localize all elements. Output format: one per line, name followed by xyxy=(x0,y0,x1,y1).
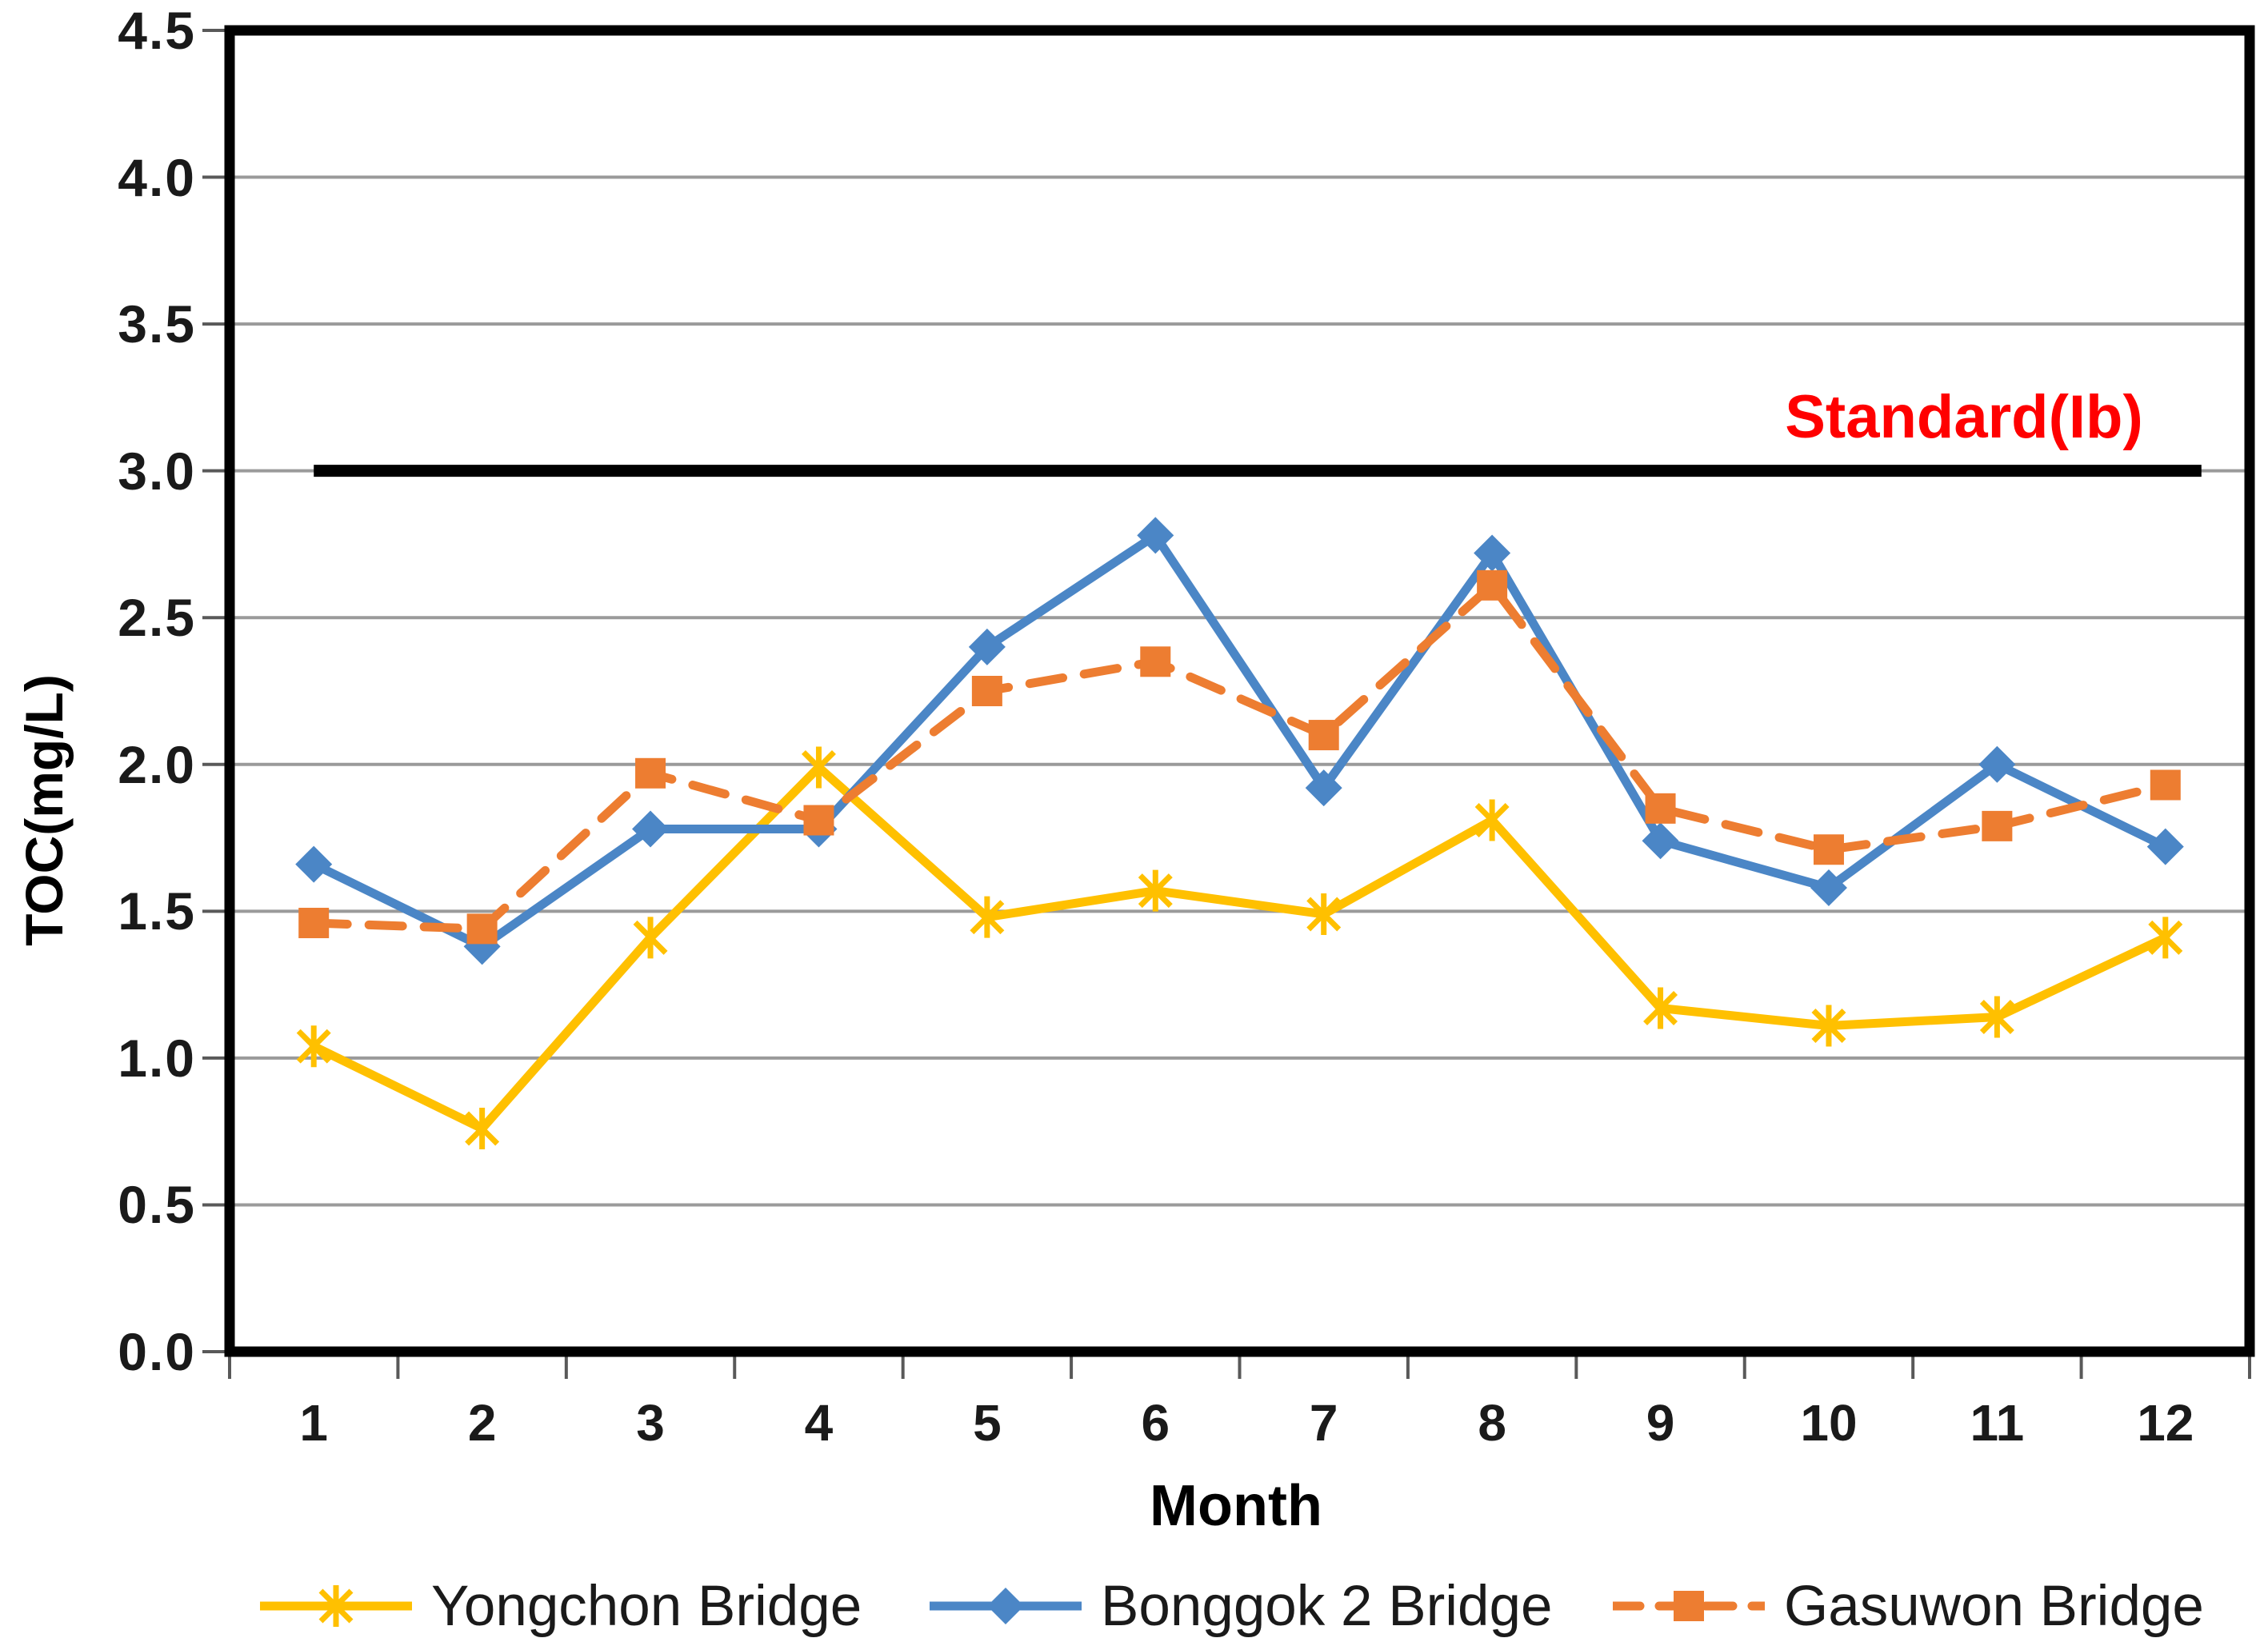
data-point-marker xyxy=(1140,646,1171,677)
y-tick-label: 1.0 xyxy=(118,1028,196,1088)
data-point-marker xyxy=(1477,569,1508,601)
data-point-marker xyxy=(1811,1005,1846,1047)
x-tick-label: 5 xyxy=(973,1394,1002,1452)
data-point-marker xyxy=(1137,517,1174,554)
data-point-marker xyxy=(1645,793,1676,824)
x-tick-label: 2 xyxy=(467,1394,497,1452)
series-line-yongchon-bridge xyxy=(309,762,2170,1133)
legend-item-gasuwon-bridge: Gasuwon Bridge xyxy=(1613,1566,2204,1646)
data-point-marker xyxy=(2150,769,2181,801)
y-tick-label: 2.0 xyxy=(118,734,196,794)
legend-item-yongchon-bridge: Yongchon Bridge xyxy=(260,1566,862,1646)
data-point-marker xyxy=(2148,917,2183,959)
x-tick-label: 6 xyxy=(1141,1394,1170,1452)
data-point-marker xyxy=(1306,893,1342,936)
x-tick-label: 3 xyxy=(636,1394,665,1452)
x-axis-title: Month xyxy=(1150,1474,1322,1538)
y-tick-label: 0.0 xyxy=(118,1322,196,1381)
reference-line-label: Standard(Ib) xyxy=(1785,383,2143,451)
x-tick-label: 12 xyxy=(2137,1394,2194,1452)
x-tick-label: 8 xyxy=(1478,1394,1506,1452)
y-tick-label: 2.5 xyxy=(118,588,196,648)
data-point-marker xyxy=(465,1107,500,1149)
legend-swatch-square-dash-icon xyxy=(1613,1591,1765,1621)
data-point-marker xyxy=(1308,720,1339,751)
x-tick-label: 10 xyxy=(1800,1394,1858,1452)
data-point-marker xyxy=(1474,534,1511,572)
data-point-marker xyxy=(1982,810,2013,841)
data-point-marker xyxy=(803,805,834,836)
data-point-marker xyxy=(1674,1591,1704,1621)
legend-label: Gasuwon Bridge xyxy=(1784,1574,2204,1638)
data-point-marker xyxy=(1813,834,1844,865)
data-point-marker xyxy=(1474,799,1510,841)
y-tick-label: 3.0 xyxy=(118,441,196,501)
data-point-marker xyxy=(318,1585,354,1627)
y-tick-label: 4.5 xyxy=(118,1,196,60)
data-point-marker xyxy=(1138,869,1173,912)
data-point-marker xyxy=(970,896,1005,938)
data-point-marker xyxy=(298,908,330,939)
x-tick-label: 1 xyxy=(299,1394,328,1452)
data-point-marker xyxy=(296,1025,331,1068)
data-point-marker xyxy=(1979,996,2014,1038)
legend-label: Bonggok 2 Bridge xyxy=(1101,1574,1553,1638)
legend-swatch-star-line-icon xyxy=(260,1585,412,1627)
data-point-marker xyxy=(295,845,333,883)
data-point-marker xyxy=(1642,822,1679,860)
data-point-marker xyxy=(632,810,670,848)
data-point-marker xyxy=(466,913,498,945)
y-tick-label: 4.0 xyxy=(118,147,196,207)
data-point-marker xyxy=(1305,769,1342,807)
data-point-marker xyxy=(1643,987,1678,1029)
series-line-bonggok-2-bridge xyxy=(309,530,2170,951)
x-tick-label: 9 xyxy=(1646,1394,1675,1452)
x-tick-label: 4 xyxy=(804,1394,834,1452)
x-tick-label: 7 xyxy=(1309,1394,1338,1452)
data-point-marker xyxy=(801,746,836,789)
data-point-marker xyxy=(971,676,1002,706)
data-point-marker xyxy=(1810,869,1847,906)
series-line-gasuwon-bridge xyxy=(309,581,2170,933)
y-axis-title: TOC(mg/L) xyxy=(14,674,74,946)
x-tick-label: 11 xyxy=(1970,1394,2025,1452)
y-tick-label: 0.5 xyxy=(118,1175,196,1235)
data-point-marker xyxy=(1978,745,2016,783)
legend-swatch-diamond-line-icon xyxy=(930,1588,1082,1624)
y-tick-label: 3.5 xyxy=(118,294,196,354)
data-point-marker xyxy=(968,628,1006,665)
plot-frame xyxy=(224,25,2255,1357)
data-point-marker xyxy=(635,757,666,789)
data-point-marker xyxy=(2146,828,2184,865)
data-point-marker xyxy=(987,1588,1024,1624)
y-tick-label: 1.5 xyxy=(118,881,196,941)
legend-label: Yongchon Bridge xyxy=(431,1574,862,1638)
legend-item-bonggok-2-bridge: Bonggok 2 Bridge xyxy=(930,1566,1552,1646)
data-point-marker xyxy=(633,917,668,959)
